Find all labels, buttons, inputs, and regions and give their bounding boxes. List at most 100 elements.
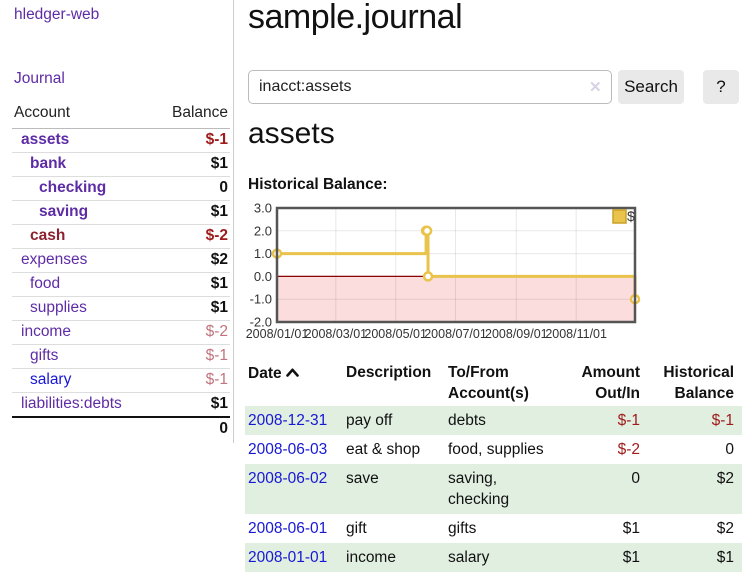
transaction-accounts: saving, checking [448,464,560,514]
historical-balance-chart: $3.0 2.0 1.0 0.0 -1.0 -2.02008/01/012008/03/0… [246,201,641,341]
register-header-date[interactable]: Date [245,360,346,406]
account-row: bank $1 [12,152,230,177]
account-balance: $1 [152,200,230,225]
y-tick-label: 3.0 [254,201,272,216]
accounts-header-account: Account [12,100,153,129]
transaction-amount: $-1 [560,406,640,435]
legend-label: $ [627,208,635,224]
y-tick-label: 2.0 [254,223,272,238]
account-balance: $-1 [152,344,230,369]
transaction-description: save [346,464,448,514]
account-balance: $-1 [152,368,230,393]
account-row: cash $-2 [12,224,230,249]
accounts-table: Account Balance assets $-1 bank $1 checking 0… [12,100,230,441]
account-link[interactable]: salary [30,371,72,388]
account-link[interactable]: gifts [30,347,59,364]
transaction-description: gift [346,520,367,537]
y-tick-label: -2.0 [250,315,272,330]
account-balance: $-1 [152,128,230,153]
chart-title: Historical Balance: [248,176,388,193]
page-title: sample.journal [248,0,463,36]
search-input[interactable] [248,70,612,104]
clear-search-icon[interactable]: ✕ [589,79,602,96]
account-link[interactable]: assets [21,131,70,148]
legend-swatch [612,209,627,224]
account-balance: $1 [152,392,230,418]
transaction-date-link[interactable]: 2008-12-31 [248,412,328,429]
register-row: 2008-01-01 income salary $1 $1 [245,543,742,572]
negative-region [278,276,634,322]
accounts-header-balance: Balance [152,100,230,129]
transaction-balance: 0 [725,441,734,458]
account-heading: assets [248,117,335,150]
transaction-date-link[interactable]: 2008-06-01 [248,520,328,537]
account-link[interactable]: expenses [21,251,88,268]
account-row: checking 0 [12,176,230,201]
account-balance: $1 [152,296,230,321]
accounts-total-balance: 0 [152,416,230,441]
sidebar: hledger-web Journal Account Balance asse… [0,0,234,443]
register-header-accounts: To/From Account(s) [448,364,529,402]
accounts-total-row: 0 [12,416,230,441]
transaction-accounts: food, supplies [448,441,544,458]
data-point-marker [422,271,434,282]
help-button[interactable]: ? [703,70,739,104]
plot-border [275,206,637,324]
account-row: expenses $2 [12,248,230,273]
transaction-amount: $1 [622,520,640,537]
sort-ascending-icon [285,362,299,383]
search-button[interactable]: Search [618,70,684,104]
transaction-balance: $2 [640,464,742,514]
app-brand-link[interactable]: hledger-web [14,6,100,23]
x-tick-label: 2008/07/01 [424,327,487,341]
account-link[interactable]: food [30,275,61,292]
account-link[interactable]: saving [39,203,89,220]
account-row: food $1 [12,272,230,297]
y-tick-label: 0.0 [254,269,272,284]
register-header-amount: Amount Out/In [581,364,640,402]
account-balance: $-2 [152,320,230,345]
x-tick-label: 2008/01/01 [246,327,309,341]
account-row: saving $1 [12,200,230,225]
account-link[interactable]: liabilities:debts [21,395,122,412]
sidebar-item-journal[interactable]: Journal [14,70,65,87]
transaction-description: income [346,543,448,572]
transaction-date-link[interactable]: 2008-06-03 [248,441,328,458]
account-row: income $-2 [12,320,230,345]
register-header-balance: Historical Balance [663,364,734,402]
account-link[interactable]: income [21,323,71,340]
account-row: assets $-1 [12,128,230,153]
register-header-description: Description [346,364,432,381]
x-tick-label: 2008/11/01 [545,327,607,341]
transaction-amount: $1 [560,543,640,572]
register-row: 2008-06-01 gift gifts $1 $2 [245,514,742,543]
account-row: salary $-1 [12,368,230,393]
account-link[interactable]: bank [30,155,67,172]
transaction-balance: $2 [716,520,734,537]
transaction-amount: $-2 [617,441,640,458]
transaction-date-link[interactable]: 2008-06-02 [248,470,328,487]
register-row: 2008-06-02 save saving, checking 0 $2 [245,464,742,514]
account-balance: $-2 [152,224,230,249]
transaction-amount: 0 [560,464,640,514]
register-table: Date Description To/From Account(s) Amou… [245,360,742,572]
transaction-date-link[interactable]: 2008-01-01 [248,549,328,566]
register-row: 2008-06-03 eat & shop food, supplies $-2 0 [245,435,742,464]
x-tick-label: 2008/03/01 [305,327,368,341]
main-content: sample.journal ✕ Search ? assets Histori… [245,0,742,582]
transaction-description: pay off [346,406,448,435]
transaction-accounts: debts [448,406,560,435]
data-point-marker [421,225,433,237]
account-row: liabilities:debts $1 [12,392,230,418]
account-balance: $1 [152,272,230,297]
transaction-accounts: gifts [448,520,477,537]
account-balance: $2 [152,248,230,273]
account-link[interactable]: cash [30,227,66,244]
transaction-accounts: salary [448,543,560,572]
transaction-balance: $1 [640,543,742,572]
account-link[interactable]: supplies [30,299,87,316]
x-tick-label: 2008/05/01 [364,327,427,341]
transaction-balance: $-1 [640,406,742,435]
transaction-description: eat & shop [346,441,421,458]
account-link[interactable]: checking [39,179,107,196]
